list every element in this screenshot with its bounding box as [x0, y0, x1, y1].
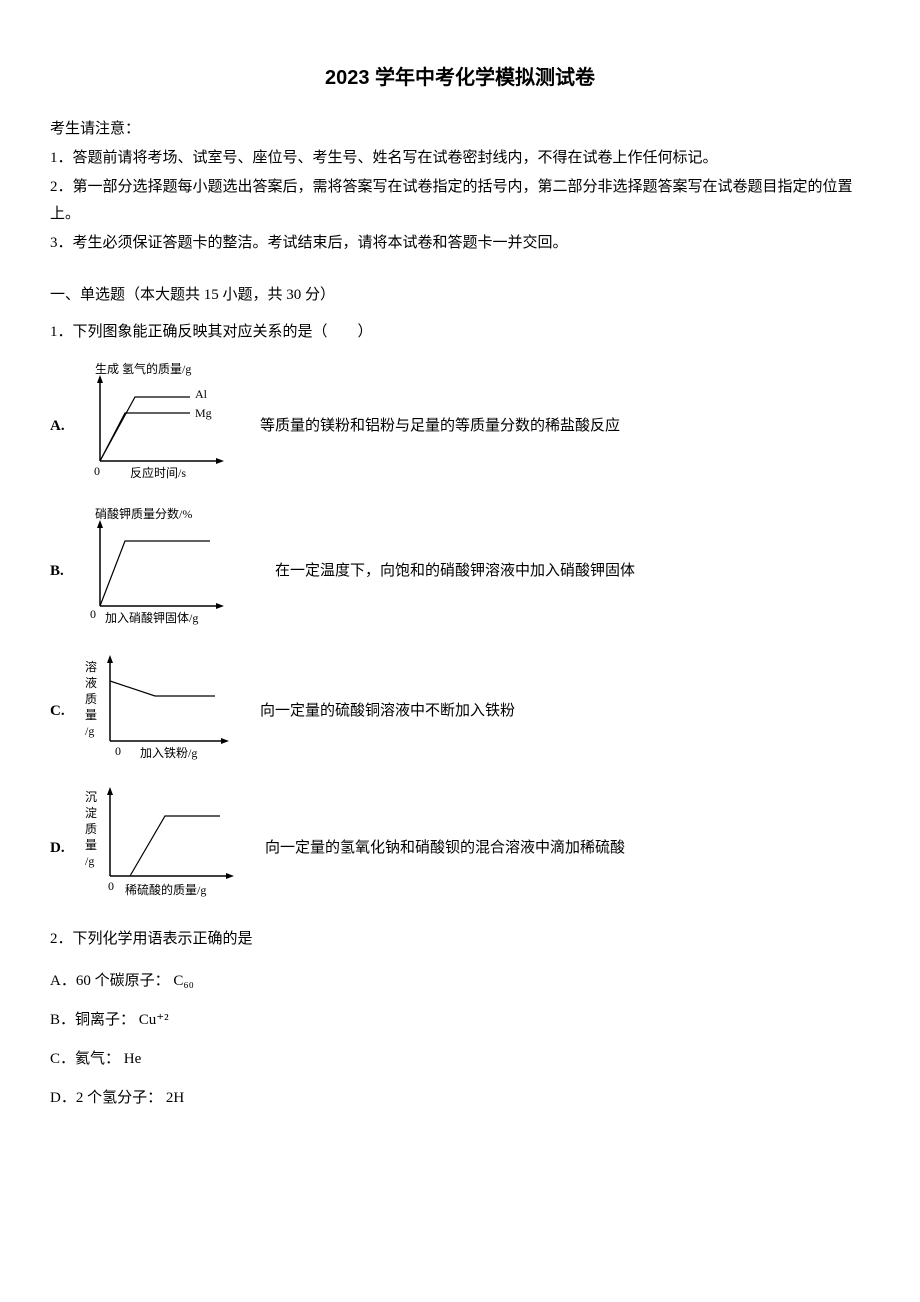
svg-text:0: 0	[90, 607, 96, 621]
question-2-stem: 2．下列化学用语表示正确的是	[50, 926, 870, 953]
option-a-text: 等质量的镁粉和铝粉与足量的等质量分数的稀盐酸反应	[260, 413, 620, 440]
svg-text:0: 0	[94, 464, 100, 478]
instructions-header: 考生请注意：	[50, 116, 870, 143]
q2-option-c: C．氦气： He	[50, 1046, 870, 1073]
svg-text:0: 0	[108, 879, 114, 893]
page-title: 2023 学年中考化学模拟测试卷	[50, 60, 870, 96]
chart-c-ylabel-3: 质	[85, 692, 97, 706]
chart-a-line2-label: Mg	[195, 406, 212, 420]
question-1: 1．下列图象能正确反映其对应关系的是（ ）	[50, 319, 870, 346]
q1-option-d: D. 沉 淀 质 量 /g 0 稀硫酸的质量/g 向一定量的氢氧化钠和硝酸钡的混…	[50, 786, 870, 911]
q1-option-c: C. 溶 液 质 量 /g 0 加入铁粉/g 向一定量的硫酸铜溶液中不断加入铁粉	[50, 651, 870, 771]
chart-d: 沉 淀 质 量 /g 0 稀硫酸的质量/g	[80, 786, 250, 911]
chart-a-line1-label: Al	[195, 387, 208, 401]
chart-c: 溶 液 质 量 /g 0 加入铁粉/g	[80, 651, 245, 771]
q1-option-a: A. 生成 氢气的质量/g 0 反应时间/s Al Mg 等质量的镁粉和铝粉与足…	[50, 361, 870, 491]
chart-d-ylabel-5: /g	[85, 854, 94, 868]
chart-c-xlabel: 加入铁粉/g	[140, 746, 197, 760]
instruction-line-2: 2．第一部分选择题每小题选出答案后，需将答案写在试卷指定的括号内，第二部分非选择…	[50, 174, 870, 228]
q1-option-b: B. 硝酸钾质量分数/% 0 加入硝酸钾固体/g 在一定温度下，向饱和的硝酸钾溶…	[50, 506, 870, 636]
section-1-header: 一、单选题（本大题共 15 小题，共 30 分）	[50, 282, 870, 309]
option-d-text: 向一定量的氢氧化钠和硝酸钡的混合溶液中滴加稀硫酸	[265, 835, 625, 862]
chart-a: 生成 氢气的质量/g 0 反应时间/s Al Mg	[80, 361, 245, 491]
chart-a-xlabel: 反应时间/s	[130, 465, 186, 480]
chart-c-ylabel-2: 液	[85, 675, 97, 690]
instructions-block: 考生请注意： 1．答题前请将考场、试室号、座位号、考生号、姓名写在试卷密封线内，…	[50, 116, 870, 257]
option-b-label: B.	[50, 558, 70, 585]
chart-a-ylabel: 生成 氢气的质量/g	[95, 361, 191, 376]
svg-text:0: 0	[115, 744, 121, 758]
instruction-line-1: 1．答题前请将考场、试室号、座位号、考生号、姓名写在试卷密封线内，不得在试卷上作…	[50, 145, 870, 172]
question-2: 2．下列化学用语表示正确的是	[50, 926, 870, 953]
chart-c-ylabel-4: 量	[85, 708, 97, 722]
chart-c-ylabel-5: /g	[85, 724, 94, 738]
chart-b: 硝酸钾质量分数/% 0 加入硝酸钾固体/g	[80, 506, 260, 636]
chart-b-xlabel: 加入硝酸钾固体/g	[105, 610, 198, 625]
chart-d-xlabel: 稀硫酸的质量/g	[125, 882, 206, 897]
option-c-text: 向一定量的硫酸铜溶液中不断加入铁粉	[260, 698, 515, 725]
option-c-label: C.	[50, 698, 70, 725]
instruction-line-3: 3．考生必须保证答题卡的整洁。考试结束后，请将本试卷和答题卡一并交回。	[50, 230, 870, 257]
chart-c-ylabel-1: 溶	[85, 659, 97, 674]
question-1-stem: 1．下列图象能正确反映其对应关系的是（ ）	[50, 319, 870, 346]
option-a-label: A.	[50, 413, 70, 440]
q2-option-b: B．铜离子： Cu⁺²	[50, 1007, 870, 1034]
chart-b-ylabel: 硝酸钾质量分数/%	[95, 506, 192, 521]
chart-d-ylabel-2: 淀	[85, 806, 97, 820]
option-d-label: D.	[50, 835, 70, 862]
q2-option-a: A．60 个碳原子： C₆₀	[50, 968, 870, 995]
chart-d-ylabel-1: 沉	[85, 790, 97, 804]
chart-d-ylabel-3: 质	[85, 822, 97, 836]
option-b-text: 在一定温度下，向饱和的硝酸钾溶液中加入硝酸钾固体	[275, 558, 635, 585]
chart-d-ylabel-4: 量	[85, 838, 97, 852]
q2-option-d: D．2 个氢分子： 2H	[50, 1085, 870, 1112]
